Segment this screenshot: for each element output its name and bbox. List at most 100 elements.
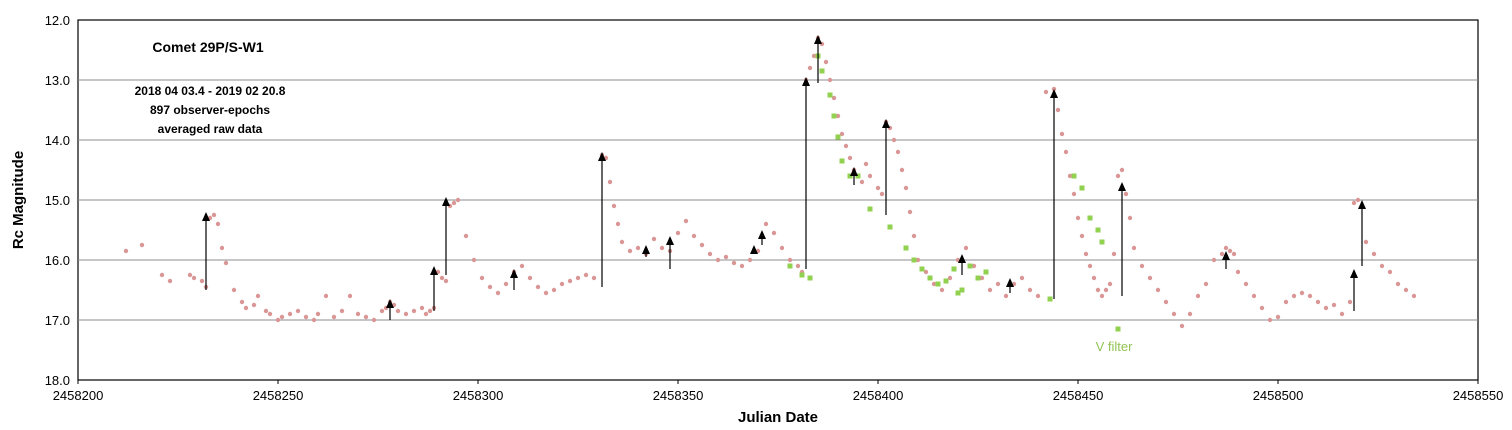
rc-data-point (1123, 191, 1129, 197)
rc-data-point (1163, 299, 1169, 305)
v-filter-data-point (983, 269, 989, 275)
v-filter-data-point (1115, 326, 1121, 332)
y-tick-labels: 12.0 13.0 14.0 15.0 16.0 17.0 18.0 (45, 13, 70, 388)
rc-data-point (167, 278, 173, 284)
rc-data-point (575, 275, 581, 281)
rc-data-point (1119, 167, 1125, 173)
rc-data-point (907, 209, 913, 215)
rc-data-point (831, 95, 837, 101)
rc-data-point (1267, 317, 1273, 323)
rc-data-point (627, 248, 633, 254)
rc-data-point (1055, 107, 1061, 113)
rc-data-point (191, 275, 197, 281)
outburst-arrow-head (1358, 200, 1366, 209)
rc-data-point (347, 293, 353, 299)
v-filter-data-point (867, 206, 873, 212)
rc-data-point (1211, 257, 1217, 263)
rc-data-point (683, 218, 689, 224)
rc-data-point (979, 275, 985, 281)
outburst-arrow-head (1222, 251, 1230, 260)
v-filter-data-point (1087, 215, 1093, 221)
v-filter-data-point (839, 158, 845, 164)
v-filter-data-point (887, 224, 893, 230)
rc-data-point (331, 314, 337, 320)
rc-data-point (1099, 293, 1105, 299)
v-filter-data-point (831, 113, 837, 119)
rc-data-point (1351, 200, 1357, 206)
rc-data-point (1019, 275, 1025, 281)
v-filter-data-point (975, 275, 981, 281)
rc-data-point (863, 161, 869, 167)
v-filter-data-point (835, 134, 841, 140)
rc-data-point (1235, 269, 1241, 275)
rc-data-point (875, 185, 881, 191)
x-tick-label: 2458250 (253, 388, 304, 403)
rc-data-point (379, 308, 385, 314)
rc-data-point (715, 257, 721, 263)
outburst-arrow-head (814, 35, 822, 44)
y-tick-label: 18.0 (45, 373, 70, 388)
rc-data-point (839, 131, 845, 137)
rc-data-point (699, 242, 705, 248)
x-tick-label: 2458400 (853, 388, 904, 403)
rc-data-point (1403, 287, 1409, 293)
v-filter-data-point (951, 266, 957, 272)
chart-annotation-title: Comet 29P/S-W1 (152, 39, 263, 55)
rc-data-point (1155, 287, 1161, 293)
rc-data-point (451, 200, 457, 206)
v-filter-data-point (919, 266, 925, 272)
rc-data-point (1259, 305, 1265, 311)
rc-data-point (1223, 245, 1229, 251)
rc-data-point (675, 230, 681, 236)
rc-data-point (611, 203, 617, 209)
rc-data-point (551, 287, 557, 293)
rc-data-point (211, 212, 217, 218)
rc-data-point (219, 245, 225, 251)
rc-data-point (1107, 281, 1113, 287)
rc-data-point (527, 275, 533, 281)
rc-data-point (1283, 299, 1289, 305)
outburst-arrow-head (758, 230, 766, 239)
rc-data-point (895, 149, 901, 155)
rc-data-point (1387, 269, 1393, 275)
outburst-arrow-head (442, 197, 450, 206)
outburst-arrow-head (882, 119, 890, 128)
rc-data-point (1251, 293, 1257, 299)
rc-data-point (1355, 197, 1361, 203)
v-filter-data-point (935, 281, 941, 287)
outburst-arrow-head (598, 152, 606, 161)
rc-data-point (1095, 287, 1101, 293)
y-tick-label: 13.0 (45, 73, 70, 88)
rc-data-point (315, 311, 321, 317)
rc-data-point (971, 263, 977, 269)
rc-data-point (371, 317, 377, 323)
rc-data-point (807, 65, 813, 71)
rc-data-point (835, 113, 841, 119)
rc-data-point (279, 314, 285, 320)
rc-data-point (811, 53, 817, 59)
rc-data-point (519, 263, 525, 269)
rc-data-point (1091, 275, 1097, 281)
rc-data-point (1115, 173, 1121, 179)
chart-annotation-dates: 2018 04 03.4 - 2019 02 20.8 (135, 84, 286, 98)
rc-data-point (619, 239, 625, 245)
y-tick-label: 15.0 (45, 193, 70, 208)
rc-data-point (843, 143, 849, 149)
v-filter-data-point (903, 245, 909, 251)
rc-data-point (1275, 314, 1281, 320)
rc-data-point (455, 197, 461, 203)
rc-data-point (1083, 251, 1089, 257)
rc-data-point (215, 221, 221, 227)
outburst-arrow-head (386, 299, 394, 308)
rc-data-point (763, 221, 769, 227)
rc-data-point (923, 269, 929, 275)
rc-data-point (275, 317, 281, 323)
rc-data-point (139, 242, 145, 248)
rc-data-point (479, 275, 485, 281)
rc-data-point (911, 233, 917, 239)
rc-data-point (1411, 293, 1417, 299)
rc-data-point (1127, 215, 1133, 221)
v-filter-data-point (1047, 296, 1053, 302)
rc-data-point (543, 290, 549, 296)
v-filter-data-point (943, 278, 949, 284)
